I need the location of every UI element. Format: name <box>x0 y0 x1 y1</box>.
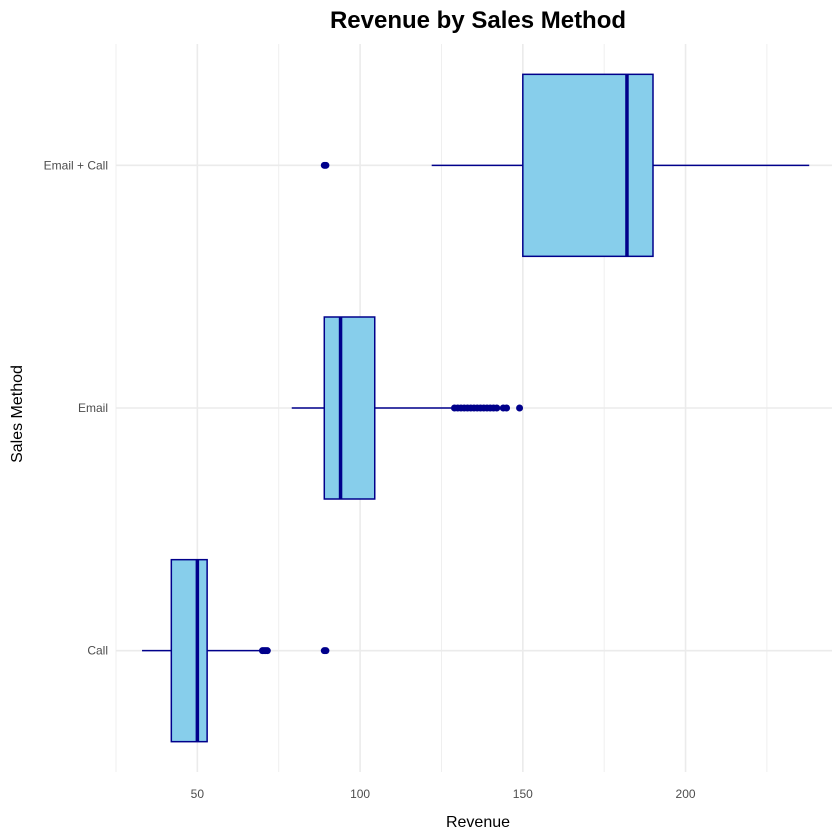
x-tick-label: 200 <box>676 787 696 801</box>
box-iqr <box>323 316 376 500</box>
box-email-call <box>320 73 810 258</box>
y-axis-title: Sales Method <box>9 365 26 463</box>
x-axis-title: Revenue <box>446 814 510 831</box>
x-tick-label: 100 <box>350 787 370 801</box>
y-tick-label: Email <box>78 401 108 415</box>
x-tick-labels: 50 100 150 200 <box>191 787 696 801</box>
box-email <box>291 316 524 500</box>
chart-title: Revenue by Sales Method <box>330 7 626 34</box>
x-tick-label: 50 <box>191 787 205 801</box>
outlier-point <box>263 647 271 655</box>
y-tick-label: Email + Call <box>44 158 108 172</box>
outlier-point <box>322 647 330 655</box>
outlier-point <box>516 404 524 412</box>
outlier-point <box>503 404 511 412</box>
y-tick-label: Call <box>87 644 108 658</box>
box-iqr <box>522 73 654 258</box>
box-iqr <box>170 558 208 743</box>
y-tick-labels: Call Email Email + Call <box>44 158 108 657</box>
boxes <box>142 73 810 743</box>
x-tick-label: 150 <box>513 787 533 801</box>
box-call <box>142 558 330 743</box>
outlier-point <box>493 404 501 412</box>
outlier-point <box>322 161 330 169</box>
